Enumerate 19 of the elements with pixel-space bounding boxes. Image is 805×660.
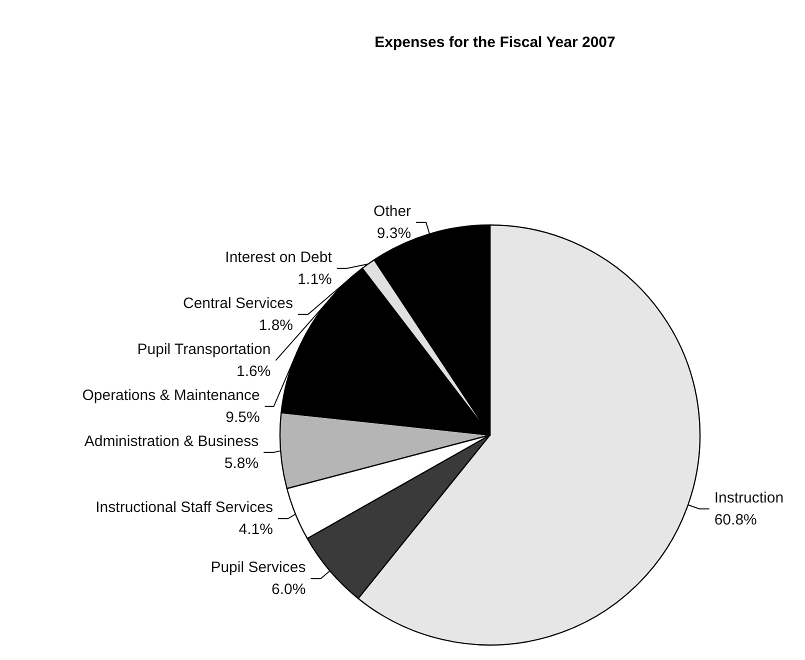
data-label: 1.8% — [258, 316, 294, 334]
chart-title: Expenses for the Fiscal Year 2007 — [374, 34, 616, 51]
data-label: 9.3% — [376, 224, 412, 242]
data-label: 6.0% — [272, 581, 306, 598]
data-label: 5.8% — [224, 454, 259, 472]
data-label: 1.6% — [236, 362, 271, 380]
data-label: 4.1% — [238, 521, 273, 538]
slice-label: Central Services — [182, 294, 294, 312]
slice-label: Operations & Maintenance — [82, 386, 260, 404]
slice-label: Pupil Services — [210, 559, 306, 576]
slice-label: Pupil Transportation — [137, 340, 271, 358]
slice-label: Administration & Business — [84, 432, 259, 450]
data-label: 1.1% — [298, 270, 332, 288]
slice-label: Interest on Debt — [225, 248, 333, 266]
data-label: 60.8% — [714, 511, 757, 528]
slice-label: Instruction — [714, 489, 784, 506]
slice-label: Other — [374, 202, 412, 220]
data-label: 9.5% — [226, 408, 260, 426]
slice-label: Instructional Staff Services — [96, 499, 273, 516]
